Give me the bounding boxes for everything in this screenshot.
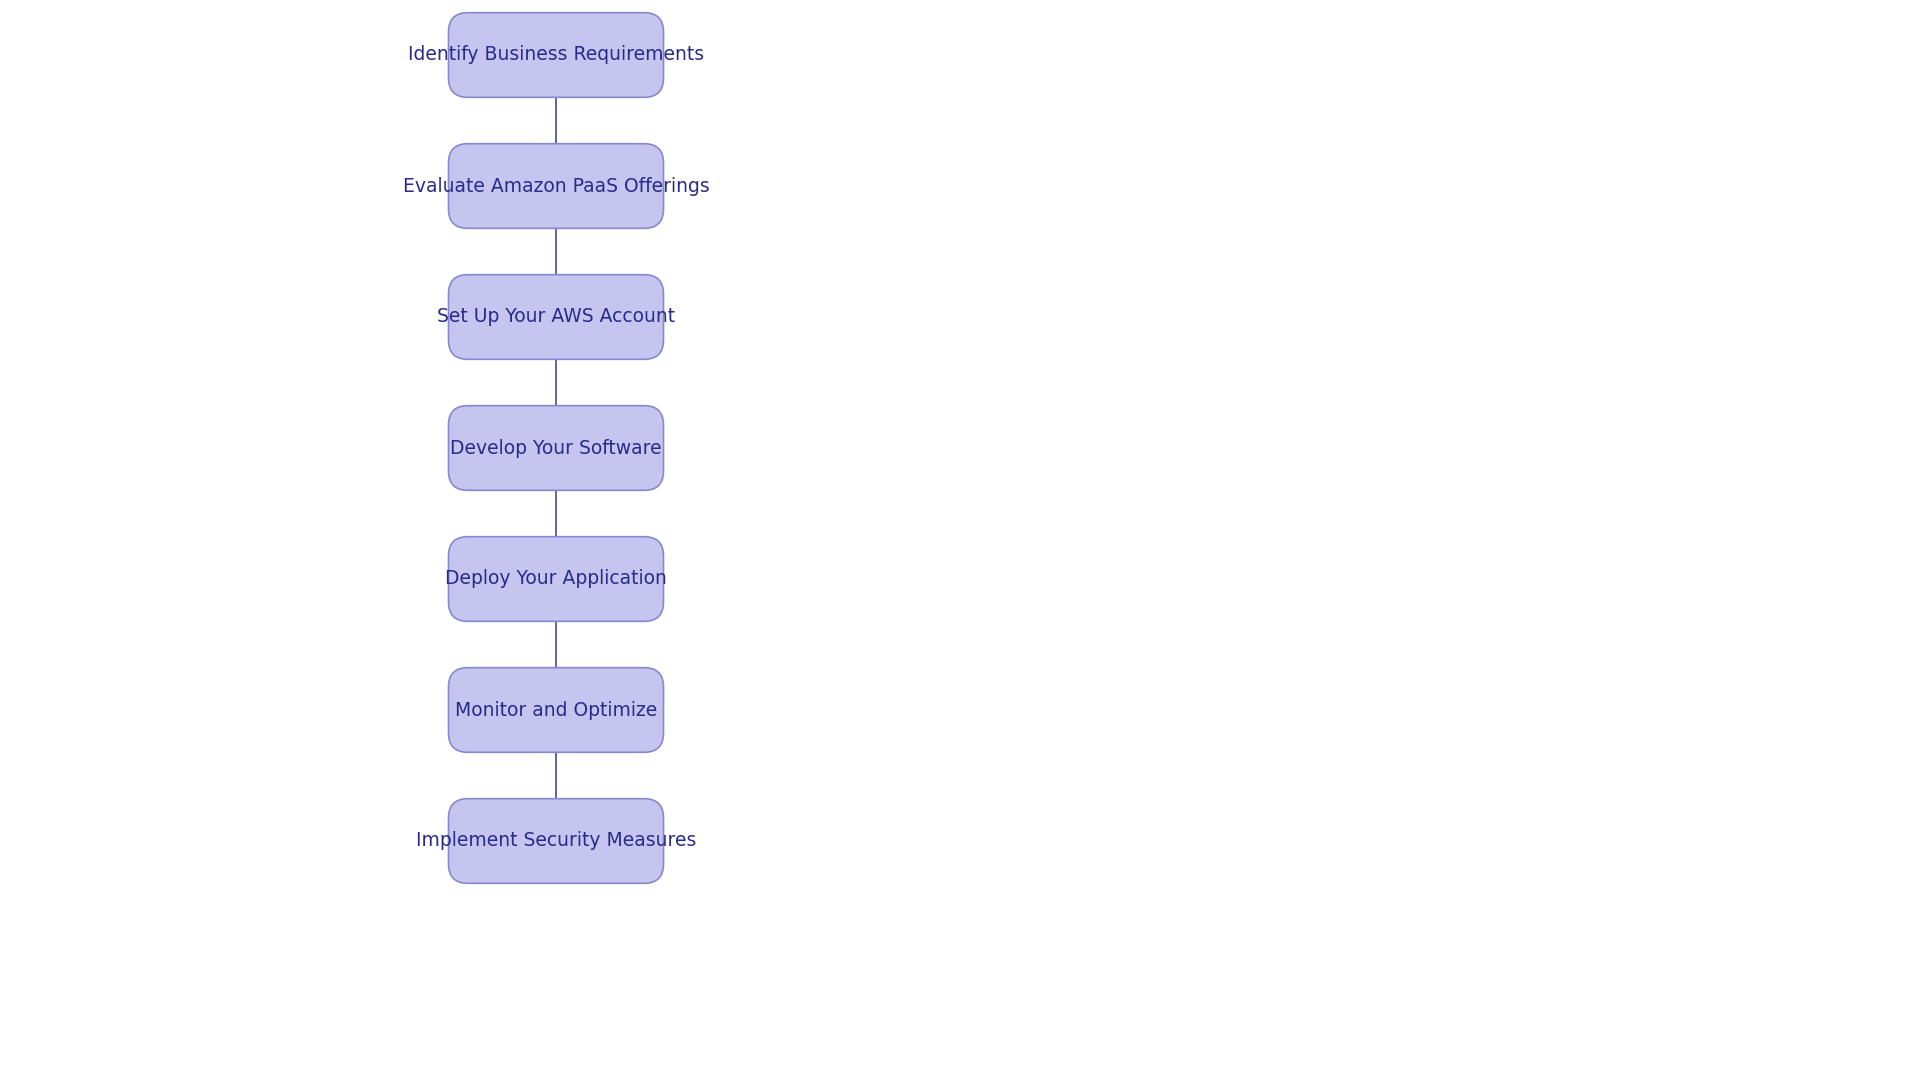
FancyBboxPatch shape [449,537,664,622]
Text: Evaluate Amazon PaaS Offerings: Evaluate Amazon PaaS Offerings [403,177,708,196]
Text: Set Up Your AWS Account: Set Up Your AWS Account [438,308,676,326]
Text: Develop Your Software: Develop Your Software [449,439,662,457]
Text: Identify Business Requirements: Identify Business Requirements [407,45,705,65]
Text: Monitor and Optimize: Monitor and Optimize [455,701,657,719]
FancyBboxPatch shape [449,406,664,491]
FancyBboxPatch shape [449,668,664,753]
Text: Implement Security Measures: Implement Security Measures [417,832,697,850]
Text: Deploy Your Application: Deploy Your Application [445,570,666,588]
FancyBboxPatch shape [449,144,664,229]
FancyBboxPatch shape [449,798,664,884]
FancyBboxPatch shape [449,13,664,97]
FancyBboxPatch shape [449,275,664,360]
